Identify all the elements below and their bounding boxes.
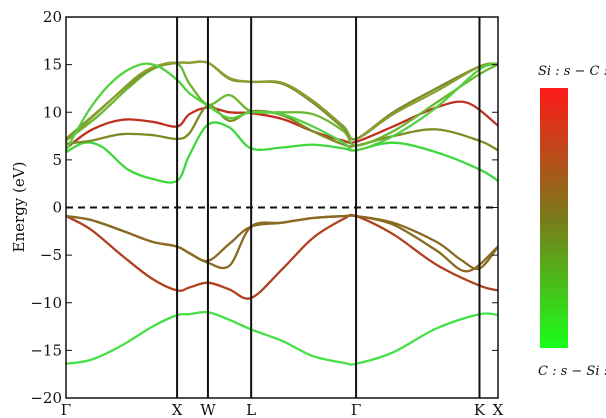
band-lines xyxy=(66,60,498,366)
band-line-2 xyxy=(66,213,498,300)
band-line-11 xyxy=(66,62,498,152)
y-tick-label-5: 0 xyxy=(52,199,62,217)
kpoint-label-7: X xyxy=(493,401,504,418)
y-tick-label-4: −5 xyxy=(40,246,62,264)
band-line-5 xyxy=(66,121,498,184)
kpoint-vertical-lines xyxy=(176,17,481,398)
kpoint-label-1: Γ xyxy=(61,401,71,418)
kpoint-label-2: X xyxy=(172,401,183,418)
colorbar-top-label: Si : s − C : p xyxy=(538,64,606,79)
y-tick-label-3: −10 xyxy=(30,294,62,312)
y-axis-label: Energy (eV) xyxy=(10,162,28,253)
y-axis-ticks: −20 −15 −10 −5 0 5 10 15 20 xyxy=(30,8,498,407)
kpoint-label-4: L xyxy=(246,401,256,418)
y-tick-label-6: 5 xyxy=(52,151,62,169)
kpoint-label-6: K xyxy=(474,401,486,418)
y-tick-label-8: 15 xyxy=(43,56,62,74)
kpoint-label-3: W xyxy=(200,401,216,418)
y-tick-label-2: −15 xyxy=(30,341,62,359)
band-line-9 xyxy=(66,60,498,141)
y-tick-label-7: 10 xyxy=(43,103,62,121)
y-tick-label-1: −20 xyxy=(30,389,62,407)
y-tick-label-9: 20 xyxy=(43,8,62,26)
colorbar-bottom-label: C : s − Si : p xyxy=(538,364,606,379)
colorbar xyxy=(540,88,568,348)
band-line-1 xyxy=(66,310,498,366)
kpoint-label-5: Γ xyxy=(351,401,361,418)
